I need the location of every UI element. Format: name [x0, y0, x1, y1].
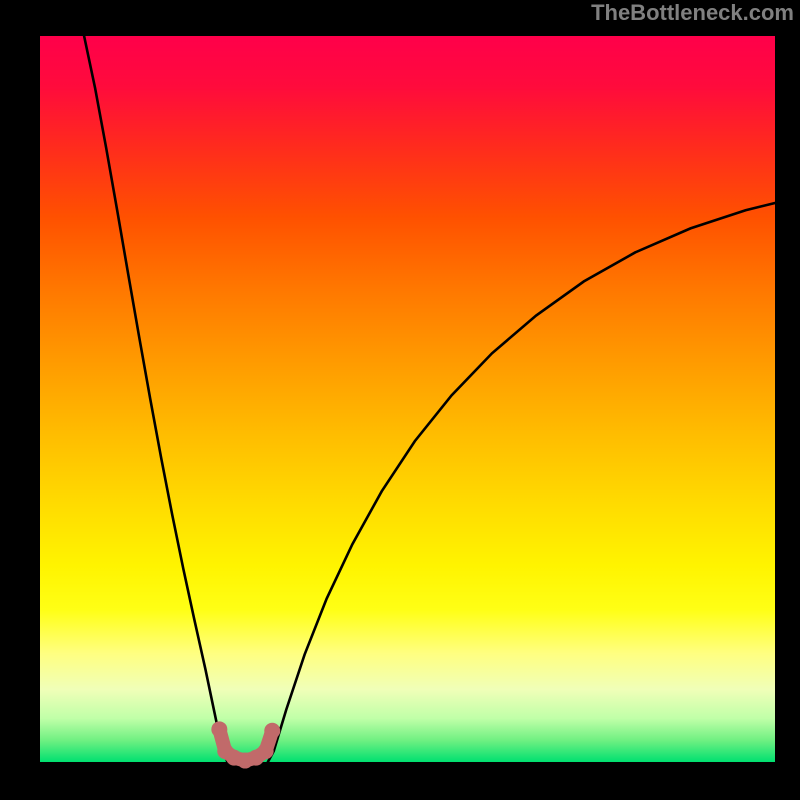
chart-container: TheBottleneck.com	[0, 0, 800, 800]
optimal-range-marker	[258, 743, 274, 759]
optimal-range-marker	[211, 721, 227, 737]
optimal-range-marker	[264, 723, 280, 739]
bottleneck-curve-chart	[0, 0, 800, 800]
attribution-text: TheBottleneck.com	[591, 0, 794, 26]
